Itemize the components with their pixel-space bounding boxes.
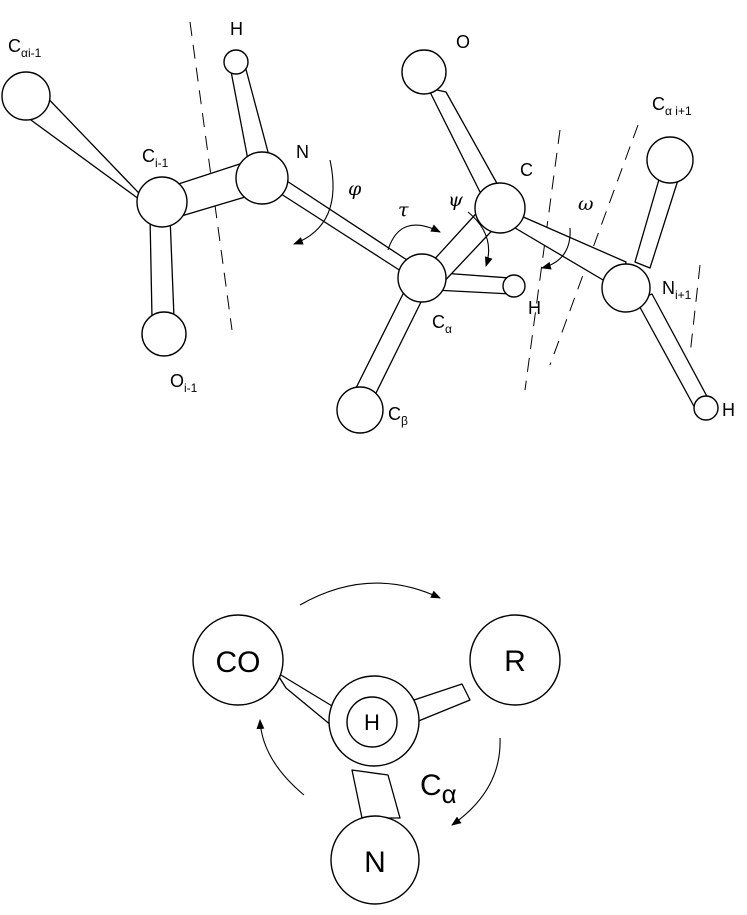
top-diagram: Cαi-1 Ci-1 Oi-1 H N Cα Cβ H C O Ni+1 Cα …	[1, 19, 735, 434]
label-n: N	[296, 142, 309, 162]
label-o: O	[456, 32, 470, 52]
label-h-bottom: H	[364, 710, 380, 735]
label-omega: ω	[578, 193, 594, 215]
bond-ca-cb	[355, 289, 423, 396]
label-phi: φ	[348, 178, 362, 200]
bond-n-ca	[351, 769, 401, 819]
atom-o-prev	[141, 311, 187, 357]
tau-arc	[387, 224, 441, 251]
atoms	[1, 49, 719, 434]
atom-o	[401, 49, 447, 95]
label-h-n: H	[230, 19, 243, 39]
rotation-arrow-right	[451, 737, 501, 826]
angle-arcs	[293, 159, 571, 270]
plane-line-2	[524, 129, 561, 391]
label-ca-prev: Cαi-1	[8, 36, 42, 60]
atom-h-next	[693, 395, 719, 421]
atom-r	[469, 614, 561, 706]
atom-ca-prev	[1, 71, 51, 121]
label-ca-bottom: Cα	[420, 769, 457, 809]
omega-arc	[541, 227, 571, 270]
label-c: C	[520, 160, 533, 180]
label-ca-next: Cα i+1	[652, 94, 692, 118]
label-h-next: H	[722, 400, 735, 420]
label-psi: ψ	[448, 189, 464, 211]
label-h-ca: H	[528, 298, 541, 318]
label-tau: τ	[398, 199, 409, 221]
atom-cb	[336, 386, 384, 434]
label-n-next: Ni+1	[662, 278, 692, 302]
atom-h-bottom	[346, 696, 398, 748]
label-c-prev: Ci-1	[142, 146, 169, 170]
label-r: R	[504, 645, 526, 678]
label-cb: Cβ	[388, 404, 408, 428]
atom-h-ca	[502, 274, 526, 298]
label-o-prev: Oi-1	[170, 371, 198, 395]
phi-arc	[293, 159, 334, 245]
psi-arc	[467, 211, 493, 267]
plane-line-4	[689, 264, 701, 356]
atom-c-prev	[136, 176, 188, 228]
label-ca: Cα	[432, 312, 452, 336]
atom-c	[474, 182, 526, 234]
plane-line-3	[549, 124, 639, 366]
rotation-arrow-top	[299, 582, 441, 606]
bond-c-prev-o-prev	[149, 215, 175, 319]
bond-n-next-ca-next	[634, 175, 679, 269]
bond-h-n	[229, 61, 269, 161]
atom-n-bottom	[330, 815, 420, 905]
atom-ca	[397, 253, 447, 303]
rotation-arrow-left	[256, 719, 305, 796]
bottom-diagram: CO R N H Cα	[192, 582, 561, 905]
top-labels: Cαi-1 Ci-1 Oi-1 H N Cα Cβ H C O Ni+1 Cα …	[8, 19, 735, 428]
plane-line-1	[189, 21, 233, 331]
label-n-bottom: N	[364, 846, 386, 879]
atom-co	[192, 614, 284, 706]
atom-ca-next	[646, 136, 694, 184]
atom-h-n	[223, 49, 249, 75]
atom-n	[235, 151, 289, 205]
bond-n-next-h	[635, 293, 711, 411]
bonds	[19, 61, 711, 411]
bond-c-o	[427, 87, 505, 201]
atom-n-next	[601, 263, 651, 313]
label-co: CO	[216, 646, 261, 679]
